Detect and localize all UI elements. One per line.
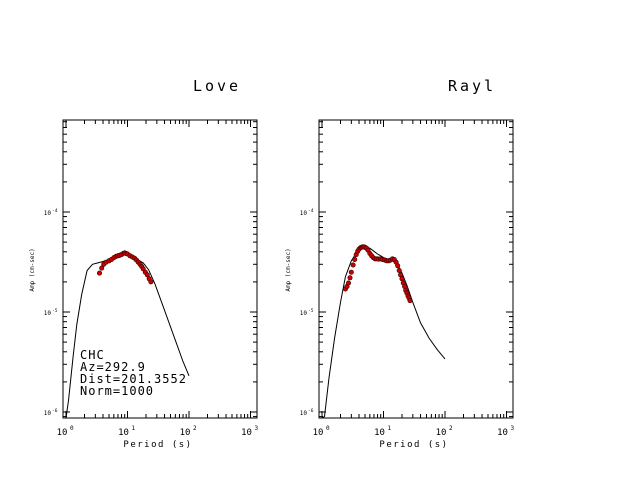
love-x-tick-label: 10	[241, 428, 252, 438]
love-x-tick-exponent: 2	[193, 425, 197, 432]
rayl-x-tick-label: 10	[313, 428, 324, 438]
rayl-x-tick-exponent: 3	[511, 425, 515, 432]
rayl-x-tick-exponent: 1	[388, 425, 392, 432]
rayl-y-tick-exponent: -6	[308, 408, 314, 414]
rayl-data-point	[348, 269, 354, 275]
rayl-tick-labels: 10 0 10 1 10 2 10 310 -610 -510 -4	[300, 208, 515, 438]
love-x-tick-label: 10	[118, 428, 129, 438]
love-x-tick-label: 10	[180, 428, 191, 438]
annotation-norm: Norm=1000	[80, 384, 154, 398]
rayl-data-point	[395, 263, 401, 269]
love-series	[65, 250, 190, 419]
love-title: Love	[193, 77, 241, 95]
rayl-y-tick-exponent: -4	[308, 208, 314, 214]
rayl-ticks	[319, 120, 513, 418]
rayl-x-tick-exponent: 2	[449, 425, 453, 432]
rayl-title: Rayl	[448, 77, 496, 95]
love-data-point	[148, 279, 154, 285]
love-tick-labels: 10 0 10 1 10 2 10 310 -610 -510 -4	[44, 208, 259, 438]
love-y-tick-label: 10	[44, 210, 52, 217]
rayl-y-tick-label: 10	[300, 310, 308, 317]
rayl-y-tick-label: 10	[300, 210, 308, 217]
annotation-station: CHC	[80, 348, 105, 362]
love-data-point	[99, 265, 105, 271]
love-x-axis-label: Period (s)	[123, 440, 192, 450]
love-y-tick-exponent: -4	[52, 208, 58, 214]
rayl-y-axis-label: Amp (cm-sec)	[285, 248, 292, 291]
rayl-data-point	[407, 298, 413, 304]
rayl-panel: Rayl 10 0 10 1 10 2 10 310 -610 -510 -4 Amp (cm-se…	[285, 77, 515, 450]
rayl-x-axis-label: Period (s)	[379, 440, 448, 450]
love-panel: Love 10 0 10 1 10 2 10 310 -610 -510 -4 Amp (cm-se…	[29, 77, 259, 450]
rayl-data-point	[347, 275, 353, 281]
love-y-tick-exponent: -6	[52, 408, 58, 414]
love-y-tick-label: 10	[44, 310, 52, 317]
annotation-azimuth: Az=292.9	[80, 360, 146, 374]
rayl-data-point	[399, 276, 405, 282]
rayl-frame	[318, 119, 514, 419]
love-data-point	[97, 270, 103, 276]
rayl-model-curve	[321, 246, 446, 419]
annotation-distance: Dist=201.3552	[80, 372, 187, 386]
love-ticks	[63, 120, 257, 418]
rayl-x-tick-label: 10	[374, 428, 385, 438]
rayl-data-point	[396, 267, 402, 273]
love-y-tick-exponent: -5	[52, 308, 58, 314]
rayl-x-tick-label: 10	[436, 428, 447, 438]
love-x-tick-label: 10	[57, 428, 68, 438]
love-x-tick-exponent: 1	[132, 425, 136, 432]
love-data-point	[144, 272, 150, 278]
love-y-axis-label: Amp (cm-sec)	[29, 248, 36, 291]
rayl-data-point	[345, 280, 351, 286]
rayl-series	[321, 244, 446, 419]
love-x-tick-exponent: 0	[70, 425, 74, 432]
rayl-data-point	[352, 256, 358, 262]
love-y-tick-label: 10	[44, 410, 52, 417]
love-x-tick-exponent: 3	[255, 425, 259, 432]
rayl-y-tick-label: 10	[300, 410, 308, 417]
love-frame	[62, 119, 258, 419]
rayl-data-point	[350, 262, 356, 268]
rayl-x-tick-label: 10	[497, 428, 508, 438]
rayl-x-tick-exponent: 0	[326, 425, 330, 432]
rayl-y-tick-exponent: -5	[308, 308, 314, 314]
